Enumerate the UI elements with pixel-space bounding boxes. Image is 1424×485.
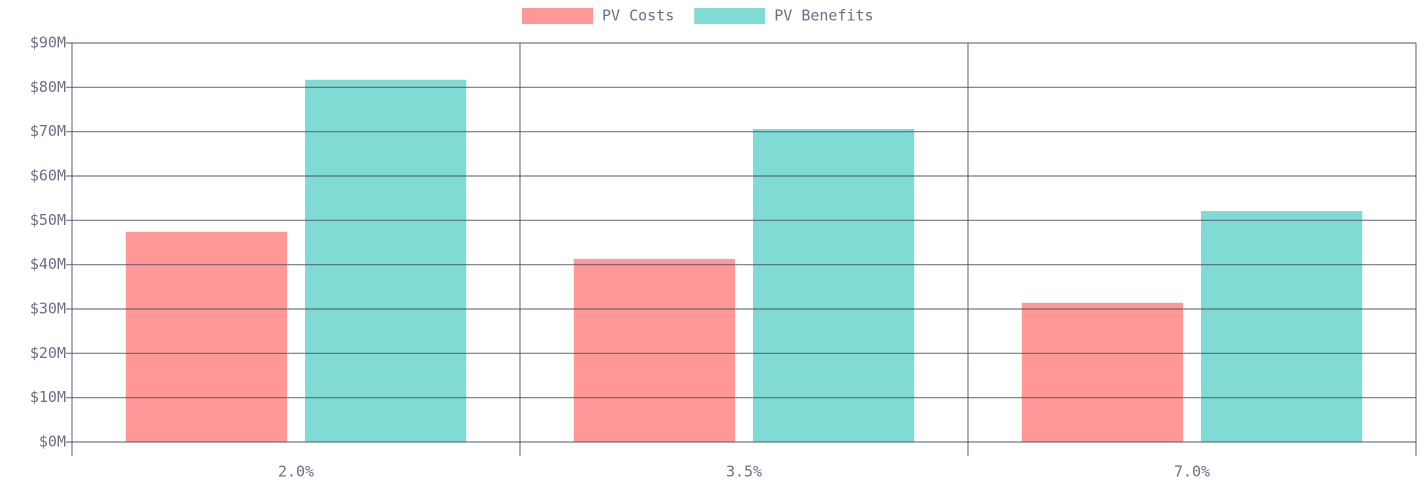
y-tick-label: $60M bbox=[30, 167, 66, 185]
bar bbox=[1200, 211, 1363, 442]
bar bbox=[304, 79, 467, 443]
x-tick-label: 3.5% bbox=[726, 463, 762, 481]
legend-swatch bbox=[522, 8, 593, 24]
legend-swatch bbox=[694, 8, 766, 24]
y-tick-label: $0M bbox=[39, 433, 66, 451]
legend-label: PV Benefits bbox=[774, 7, 873, 25]
y-tick-label: $50M bbox=[30, 211, 66, 229]
bar bbox=[573, 258, 736, 442]
bar bbox=[752, 129, 915, 443]
y-tick-label: $80M bbox=[30, 78, 66, 96]
bar bbox=[125, 231, 288, 442]
x-tick-label: 7.0% bbox=[1174, 463, 1210, 481]
y-tick-label: $10M bbox=[30, 388, 66, 406]
y-tick-label: $30M bbox=[30, 300, 66, 318]
legend-label: PV Costs bbox=[602, 7, 674, 25]
y-tick-label: $40M bbox=[30, 255, 66, 273]
y-tick-label: $20M bbox=[30, 344, 66, 362]
bar bbox=[1021, 302, 1184, 442]
y-tick-label: $70M bbox=[30, 122, 66, 140]
x-tick-label: 2.0% bbox=[278, 463, 314, 481]
y-tick-label: $90M bbox=[30, 34, 66, 52]
